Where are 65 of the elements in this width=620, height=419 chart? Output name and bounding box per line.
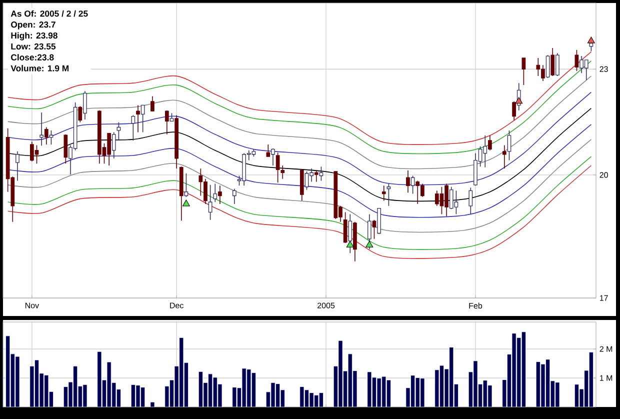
candlestick [410,175,415,194]
candlestick [165,110,169,135]
candlestick [16,151,20,182]
candlestick [218,185,222,204]
candlestick [556,52,560,76]
x-tick-label: Nov [25,302,40,308]
annotation: As Of: 2005 / 2 / 25 [10,10,88,17]
point [366,240,374,248]
candlestick [522,58,526,86]
point [346,240,354,248]
candlestick [546,54,550,78]
annotation: Low: 23.55 [11,43,56,50]
x-tick-label: 2005 [318,302,335,308]
candlestick [44,126,48,145]
x-tick-label: Feb [469,302,482,309]
candlestick [406,170,410,193]
candlestick [136,104,140,133]
candlestick [314,170,318,182]
line-series [7,139,592,233]
candlestick [276,152,280,183]
candlestick [502,144,506,169]
x-tick-label: Dec [170,302,184,308]
point [587,36,595,44]
candlestick [184,172,188,198]
candlestick [280,165,285,180]
candlestick [468,187,473,215]
y-tick-label: 2 M [600,346,612,352]
candlestick [64,134,68,164]
candlestick [550,48,555,76]
candlestick [150,96,154,112]
annotation: Volume: 1.9 M [10,65,69,72]
y-tick-label: 1 M [600,375,612,381]
candlestick [507,130,512,161]
candlestick [78,106,82,123]
line-series [7,165,592,259]
annotation: Open: 23.7 [11,22,56,30]
candlestick [372,219,376,240]
point [515,97,523,104]
line-series [7,51,592,145]
y-tick-label: 23 [600,66,608,72]
candlestick [83,90,87,120]
candlestick [386,183,391,206]
y-tick-label: 20 [600,172,608,178]
candlestick [112,132,116,159]
line-series [7,124,592,218]
candlestick [574,50,579,72]
point [182,200,190,206]
candlestick [512,101,516,121]
candlestick [382,185,386,202]
candlestick [208,184,212,220]
candlestick [488,135,492,151]
candlestick [266,144,270,157]
candlestick [131,114,136,141]
line-series [7,156,592,250]
annotation: Close:23.8 [11,54,54,60]
candlestick [140,104,145,133]
candlestick [116,122,121,141]
candlestick [343,212,348,244]
candlestick [232,188,236,204]
line-series [7,92,592,186]
y-tick-label: 17 [600,295,608,301]
annotation: High: 23.98 [11,32,58,40]
candlestick [213,183,218,202]
candlestick [40,112,44,146]
candlestick [271,148,275,166]
